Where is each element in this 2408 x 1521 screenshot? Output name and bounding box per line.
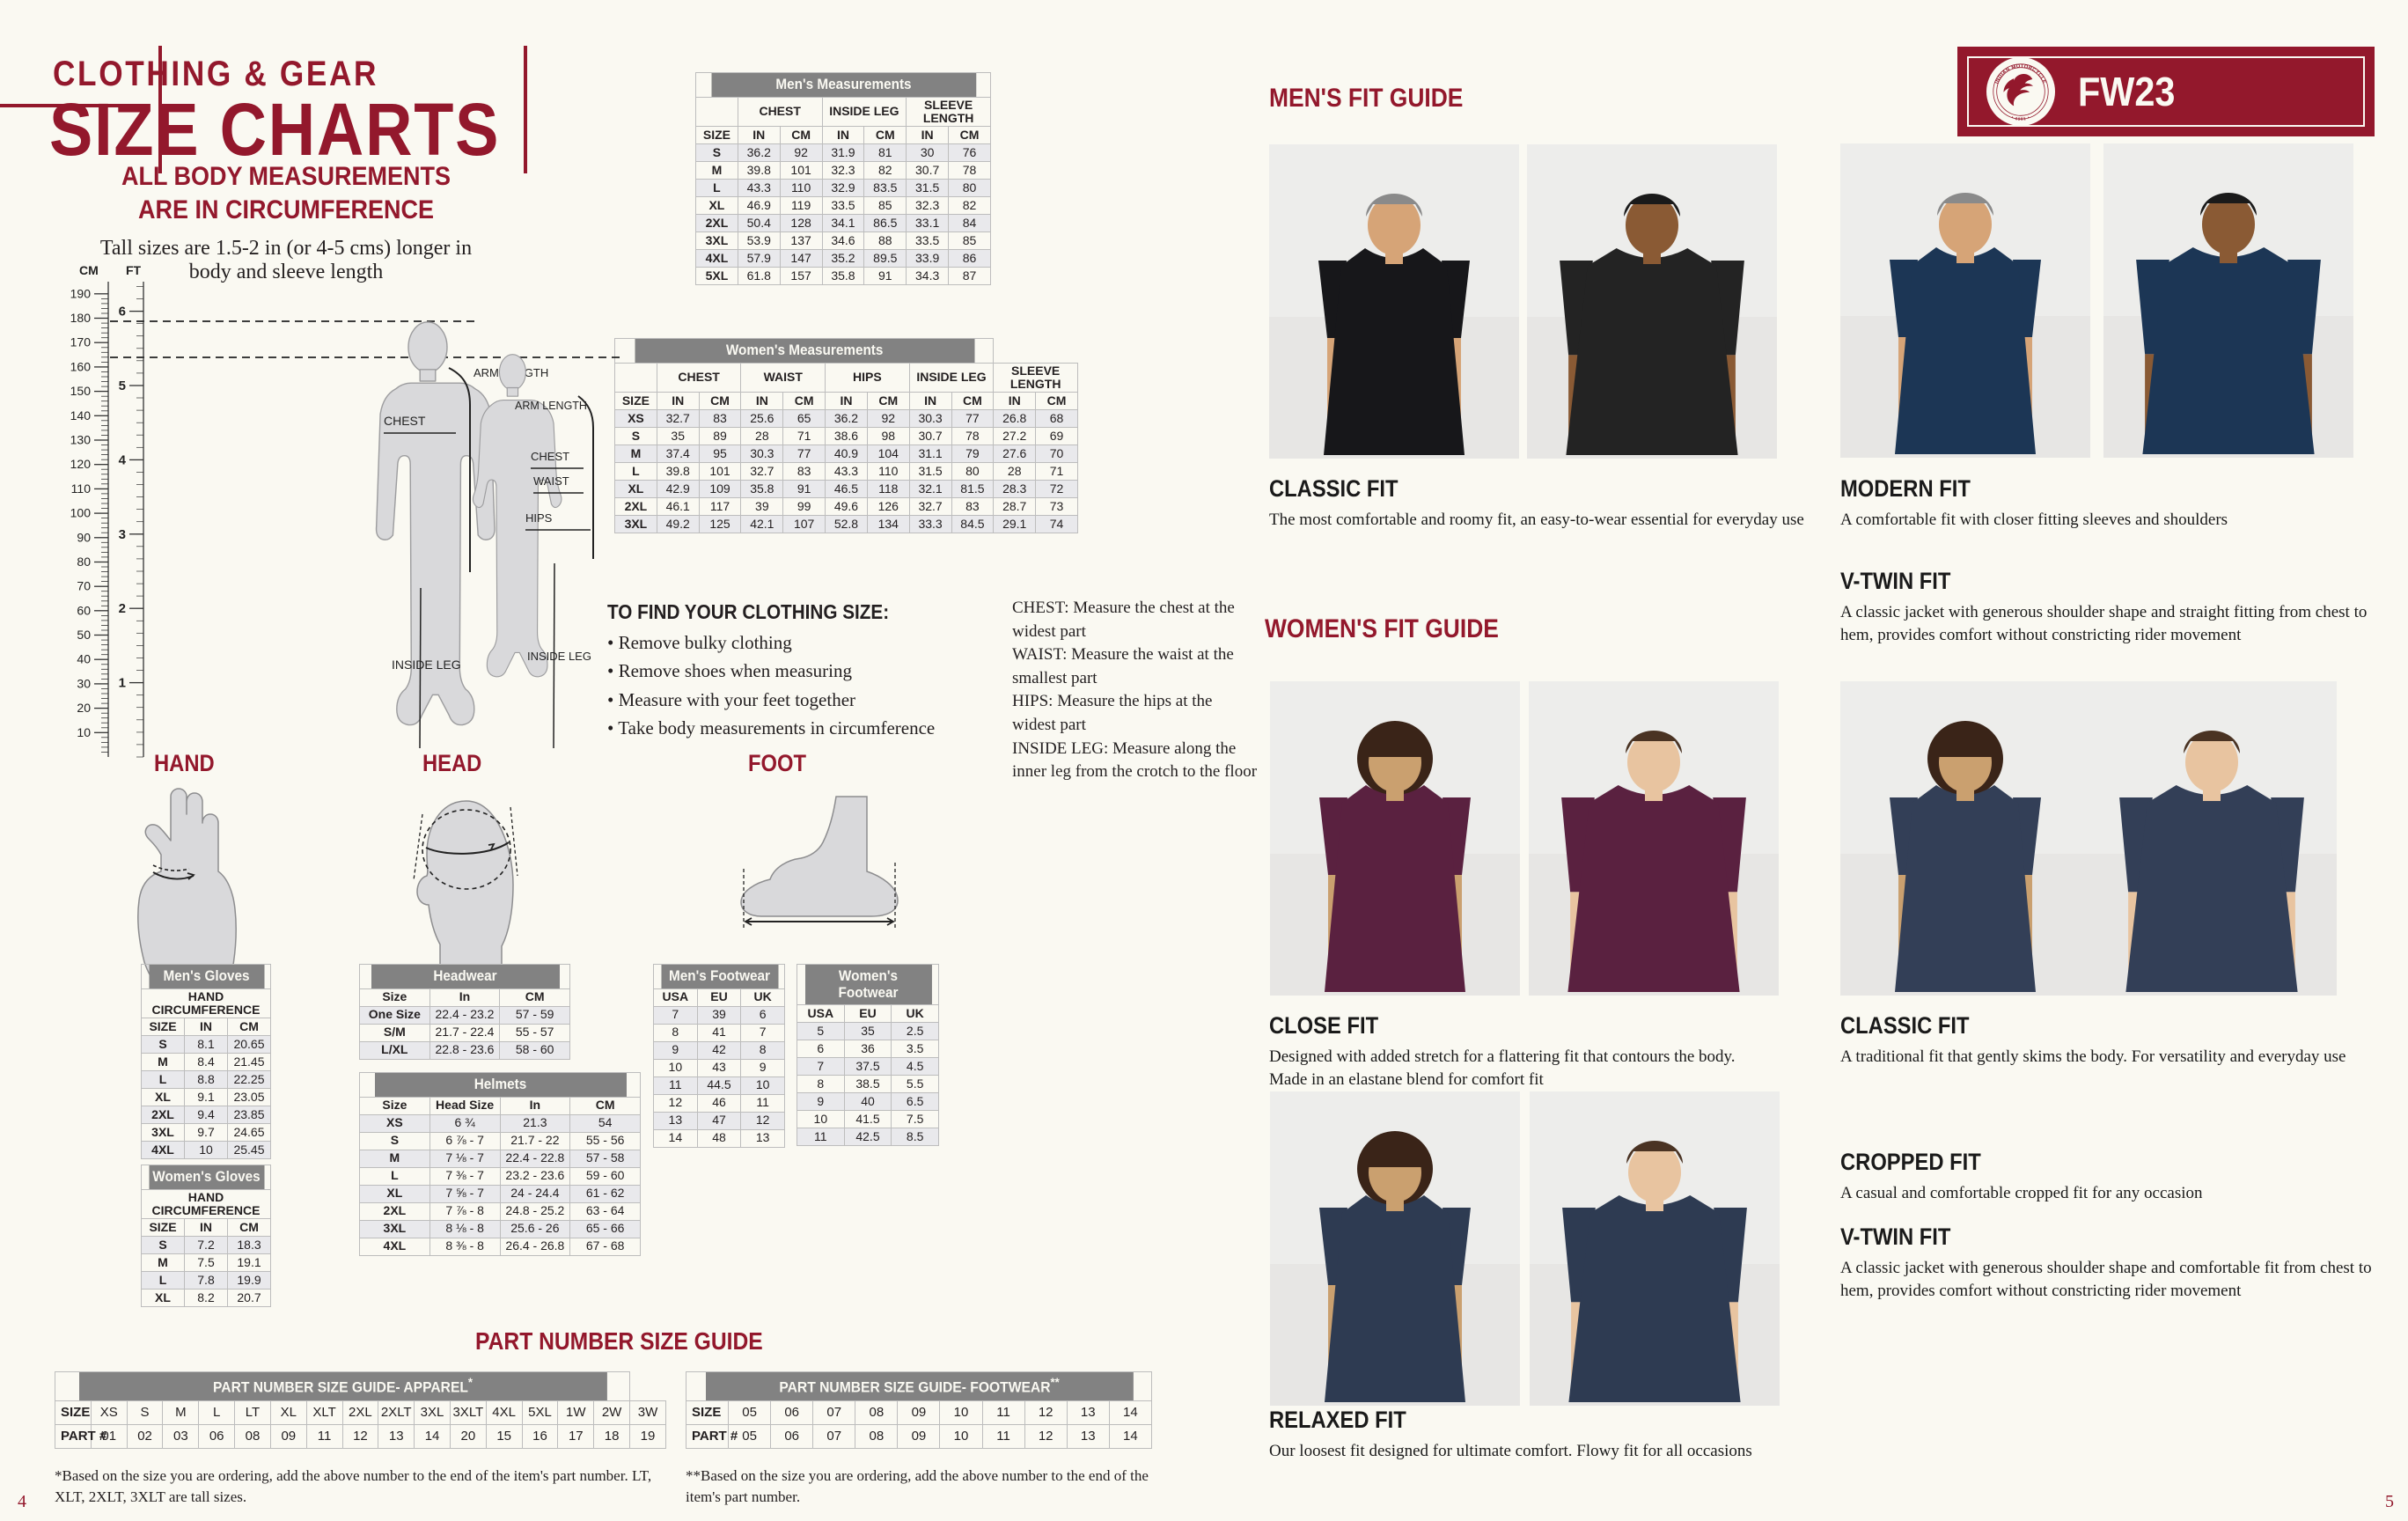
svg-text:CHEST: CHEST — [384, 414, 426, 428]
svg-text:190: 190 — [70, 286, 92, 300]
svg-text:100: 100 — [70, 506, 92, 520]
svg-text:WAIST: WAIST — [533, 474, 569, 488]
svg-text:10: 10 — [77, 725, 91, 739]
svg-text:2: 2 — [119, 601, 126, 616]
svg-text:120: 120 — [70, 457, 92, 471]
svg-text:4: 4 — [119, 452, 127, 467]
svg-text:140: 140 — [70, 408, 92, 422]
svg-text:30: 30 — [77, 676, 91, 690]
svg-text:180: 180 — [70, 311, 92, 325]
svg-text:ARM LENGTH: ARM LENGTH — [515, 400, 587, 412]
svg-text:60: 60 — [77, 603, 91, 617]
svg-text:5: 5 — [119, 378, 126, 393]
svg-text:6: 6 — [119, 305, 126, 320]
svg-text:INSIDE LEG: INSIDE LEG — [527, 650, 591, 663]
svg-text:110: 110 — [71, 481, 92, 496]
svg-text:HIPS: HIPS — [525, 511, 553, 525]
svg-text:20: 20 — [77, 701, 91, 715]
svg-text:CM: CM — [79, 263, 99, 277]
svg-text:FT: FT — [126, 263, 142, 277]
svg-text:50: 50 — [77, 628, 91, 642]
svg-text:70: 70 — [77, 579, 91, 593]
svg-text:INSIDE LEG: INSIDE LEG — [392, 658, 461, 672]
svg-text:80: 80 — [77, 555, 91, 569]
svg-text:1: 1 — [119, 676, 126, 691]
svg-text:90: 90 — [77, 530, 91, 544]
svg-text:3: 3 — [119, 527, 126, 542]
svg-text:CHEST: CHEST — [531, 450, 569, 463]
svg-text:150: 150 — [70, 384, 92, 398]
svg-text:170: 170 — [70, 335, 92, 349]
svg-text:160: 160 — [70, 359, 92, 373]
svg-text:40: 40 — [77, 652, 91, 666]
svg-text:130: 130 — [70, 433, 92, 447]
